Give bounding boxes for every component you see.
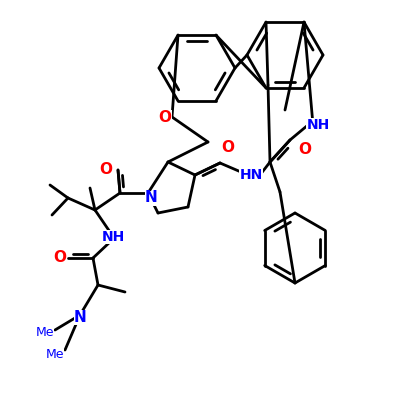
Text: O: O xyxy=(54,250,66,266)
Text: O: O xyxy=(222,140,234,156)
Text: HN: HN xyxy=(239,168,263,182)
Text: O: O xyxy=(298,142,312,158)
Text: NH: NH xyxy=(101,230,125,244)
Text: N: N xyxy=(145,190,157,206)
Text: O: O xyxy=(158,110,172,124)
Text: Me: Me xyxy=(36,326,54,340)
Text: Me: Me xyxy=(46,348,64,362)
Text: NH: NH xyxy=(306,118,330,132)
Text: N: N xyxy=(74,310,86,324)
Text: O: O xyxy=(100,162,112,178)
